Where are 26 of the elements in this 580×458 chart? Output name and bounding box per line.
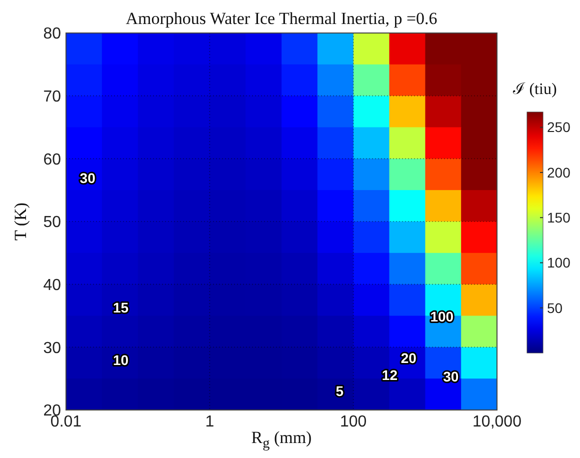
x-axis-title: R$_{g}$ (mm) <box>251 428 312 452</box>
chart-title: Amorphous Water Ice Thermal Inertia, p =0.6 <box>126 9 438 28</box>
annotation: 10 <box>112 352 129 368</box>
annotation: 15 <box>112 300 129 316</box>
color-bar-label: 150 <box>547 210 571 226</box>
color-bar-label: 50 <box>547 300 563 316</box>
y-tick-label: 70 <box>43 88 62 106</box>
annotation: 5 <box>336 383 344 400</box>
y-tick-label: 80 <box>43 26 62 43</box>
color-bar-label: 100 <box>547 254 571 271</box>
annotation: 30 <box>80 170 96 186</box>
y-tick-label: 50 <box>43 214 62 232</box>
y-tick-label: 60 <box>43 151 62 168</box>
x-tick-label: 100 <box>340 413 367 430</box>
color-bar-title: ℐ (tiu) <box>512 81 557 98</box>
y-tick-label: 30 <box>43 340 62 357</box>
annotation: 20 <box>400 350 417 366</box>
annotation: 30 <box>443 368 459 385</box>
annotation: 12 <box>382 366 398 383</box>
color-bar-label: 250 <box>547 119 571 136</box>
color-bar-label: 200 <box>547 164 571 180</box>
x-tick-label: 1 <box>205 413 214 430</box>
x-tick-label: 10,000 <box>472 413 522 430</box>
y-tick-label: 40 <box>43 277 62 294</box>
annotation: 100 <box>430 308 454 324</box>
y-axis-title: T (K) <box>11 202 30 240</box>
